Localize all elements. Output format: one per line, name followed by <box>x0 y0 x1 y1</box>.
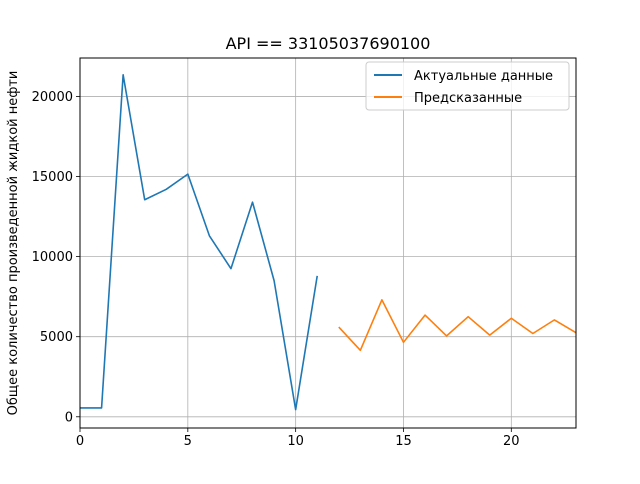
legend: Актуальные данные Предсказанные <box>365 61 570 111</box>
plot-frame <box>79 57 577 429</box>
series-line-actual <box>80 74 319 411</box>
legend-box <box>365 61 570 111</box>
x-tick-label: 15 <box>395 434 412 449</box>
x-tick-label: 5 <box>184 434 192 449</box>
plot-lines <box>80 74 577 411</box>
axis-ticks: 0 5 10 15 20 0 5000 10000 15000 20000 <box>32 90 520 449</box>
y-tick-label: 0 <box>65 410 73 425</box>
x-tick-label: 20 <box>503 434 520 449</box>
legend-label-actual: Актуальные данные <box>414 69 553 84</box>
chart-title: API == 33105037690100 <box>226 34 431 53</box>
series-line-predicted <box>338 299 577 352</box>
y-tick-label: 5000 <box>40 330 73 345</box>
y-tick-label: 20000 <box>32 90 73 105</box>
y-axis-label: Общее количество произведенной жидкой не… <box>6 71 21 416</box>
legend-label-predicted: Предсказанные <box>414 91 522 106</box>
x-tick-label: 0 <box>76 434 84 449</box>
y-tick-label: 10000 <box>32 250 73 265</box>
x-tick-label: 10 <box>287 434 304 449</box>
y-tick-label: 15000 <box>32 170 73 185</box>
